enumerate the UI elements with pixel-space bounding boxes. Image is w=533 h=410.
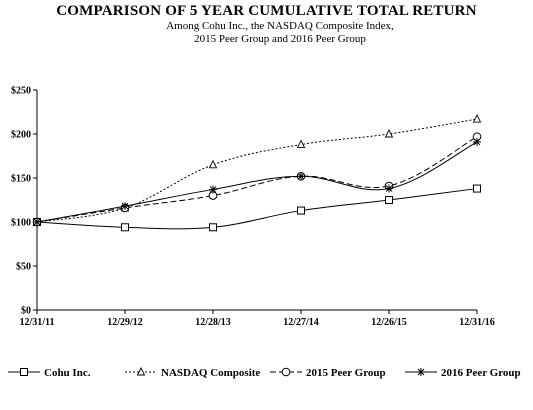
data-point-cohu-inc [385,196,393,204]
y-tick-label: $250 [11,86,31,97]
data-point-nasdaq-composite [208,159,218,169]
y-tick-label: $200 [11,130,31,141]
data-point-cohu-inc [121,223,129,232]
data-point-nasdaq-composite [296,139,306,149]
data-point-nasdaq-composite [472,114,482,123]
x-tick-label: 12/31/11 [19,317,54,328]
data-point-2016-peer-group [297,172,305,181]
data-point-cohu-inc [473,184,481,193]
x-tick-label: 12/31/16 [459,317,495,328]
x-tick-label: 12/27/14 [283,317,319,328]
legend-label: 2016 Peer Group [441,367,521,379]
y-tick-label: $150 [11,174,31,185]
data-point-2016-peer-group [121,202,129,211]
legend-item-nasdaq-composite: NASDAQ Composite [125,366,260,379]
legend-label: 2015 Peer Group [306,367,386,379]
x-tick-label: 12/26/15 [371,317,407,328]
series-line-nasdaq-composite [36,118,478,223]
data-point-nasdaq-composite [384,128,394,138]
legend-label: Cohu Inc. [44,367,91,379]
chart-legend: Cohu Inc. NASDAQ Composite 2015 Peer Group… [8,366,521,379]
legend-marker-asterisk [417,368,425,376]
chart-subtitle-line-1: Among Cohu Inc., the NASDAQ Composite In… [166,20,394,32]
legend-marker-square [20,368,28,376]
series-line-2015-peer-group [36,136,478,223]
data-point-2016-peer-group [473,137,481,146]
series-line-cohu-inc [36,188,478,230]
series-line-2016-peer-group [36,141,478,223]
chart-series [32,114,482,232]
legend-item-2016-peer-group: 2016 Peer Group [405,367,521,379]
legend-marker-triangle [136,366,146,376]
data-point-2016-peer-group [209,185,217,194]
data-point-cohu-inc [209,223,217,232]
chart-subtitle-line-2: 2015 Peer Group and 2016 Peer Group [194,33,366,45]
y-tick-label: $0 [21,306,31,317]
legend-label: NASDAQ Composite [161,367,260,379]
legend-marker-circle [281,367,291,377]
data-point-2016-peer-group [33,218,41,226]
chart-axes: $0 $50 $100 $150 $200 $250 12/31/11 12/29/12 12/… [11,86,495,329]
y-tick-label: $100 [11,218,31,229]
x-tick-label: 12/29/12 [107,317,143,328]
data-point-2016-peer-group [385,184,393,193]
chart-title: COMPARISON OF 5 YEAR CUMULATIVE TOTAL RE… [56,3,477,19]
legend-item-2015-peer-group: 2015 Peer Group [270,367,386,379]
x-tick-label: 12/28/13 [195,317,231,328]
y-tick-label: $50 [16,262,31,273]
legend-item-cohu-inc: Cohu Inc. [8,367,91,379]
data-point-cohu-inc [297,206,305,215]
